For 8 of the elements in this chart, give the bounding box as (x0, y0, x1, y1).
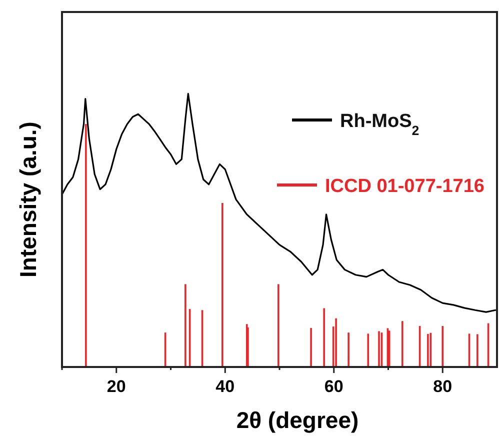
x-axis-title: 2θ (degree) (236, 407, 359, 433)
x-tick-label: 60 (324, 377, 344, 396)
x-tick-label: 40 (216, 377, 235, 396)
legend-label: Rh-MoS$_{2}$ (340, 111, 420, 138)
x-tick-label: 80 (433, 377, 452, 396)
legend-label: ICCD 01-077-1716 (325, 176, 484, 197)
y-axis-title: Intensity (a.u.) (15, 122, 41, 278)
x-tick-label: 20 (106, 377, 126, 396)
